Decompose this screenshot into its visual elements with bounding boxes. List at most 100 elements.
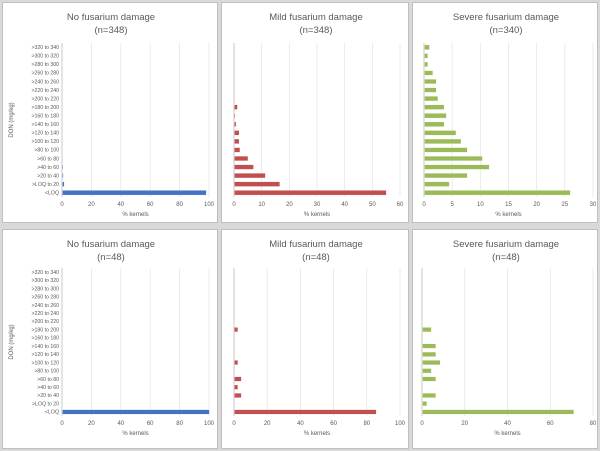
x-tick-label: 10 [477, 202, 484, 208]
bar-40-to-60 [424, 164, 490, 170]
y-axis-label: DON (mg/kg) [9, 324, 15, 359]
y-tick-label: >20 to 40 [37, 173, 59, 179]
chart-panel-bottom-middle-mild-damage: Mild fusarium damage (n=48) 0 20 40 60 80 100 % … [221, 229, 409, 449]
bar-120-to-140 [234, 130, 240, 136]
chart-svg: Mild fusarium damage (n=48) 0 20 40 60 80 100 % … [232, 239, 405, 437]
bar-140-to-160 [422, 343, 437, 349]
x-tick-label: 30 [314, 202, 321, 208]
bar-60-to-80 [424, 155, 483, 162]
x-tick-label: 40 [297, 421, 304, 427]
bar-loq [424, 190, 571, 196]
y-tick-label: >60 to 80 [37, 156, 59, 162]
y-tick-label: >280 to 300 [31, 62, 59, 68]
y-tick-label: >LOQ to 20 [32, 182, 59, 188]
y-tick-label: >240 to 260 [31, 303, 59, 309]
x-tick-label: 60 [147, 202, 154, 208]
bar-20-to-40 [62, 173, 64, 179]
y-tick-label: <LOQ [45, 410, 59, 416]
bar-180-to-200 [424, 104, 445, 110]
y-tick-label: >40 to 60 [37, 385, 59, 391]
chart-panel-top-left-no-damage: No fusarium damage (n=348) 0 20 40 60 80 100 >32… [2, 2, 218, 223]
y-tick-label: >200 to 220 [31, 319, 59, 325]
x-tick-label: 20 [88, 202, 95, 208]
y-tick-label: >20 to 40 [37, 393, 59, 399]
y-tick-label: >260 to 280 [31, 295, 59, 301]
x-axis-label: % kernels [494, 431, 520, 437]
chart-title: No fusarium damage [67, 12, 155, 23]
y-tick-label: >LOQ to 20 [32, 401, 59, 407]
x-tick-label: 20 [533, 202, 540, 208]
bar-60-to-80 [422, 376, 437, 382]
bar-160-to-180 [424, 113, 447, 119]
y-tick-label: >120 to 140 [31, 352, 59, 358]
y-tick-label: <LOQ [45, 191, 59, 197]
x-tick-label: 40 [117, 202, 124, 208]
y-tick-label: >180 to 200 [31, 105, 59, 111]
y-tick-label: >200 to 220 [31, 96, 59, 102]
y-axis-label: DON (mg/kg) [9, 102, 15, 137]
chart-title: Mild fusarium damage [269, 239, 362, 250]
bar-60-to-80 [234, 376, 242, 382]
chart-svg: No fusarium damage (n=48) 0 20 40 60 80 100 >320… [9, 239, 215, 437]
bar-140-to-160 [424, 121, 445, 127]
bar-20-to-40 [422, 393, 437, 398]
bar-280-to-300 [424, 61, 428, 67]
bar-160-to-180 [234, 113, 236, 119]
bar-40-to-60 [234, 164, 254, 170]
x-tick-label: 20 [286, 202, 293, 208]
y-tick-label: >300 to 320 [31, 54, 59, 60]
chart-title: No fusarium damage [67, 239, 155, 250]
x-tick-label: 0 [60, 202, 64, 208]
chart-subtitle: (n=48) [492, 252, 520, 263]
y-tick-label: >80 to 100 [34, 369, 59, 375]
bar-loq-to-20 [234, 181, 280, 187]
x-tick-label: 0 [422, 202, 426, 208]
chart-title: Severe fusarium damage [453, 239, 559, 250]
bar-180-to-200 [422, 327, 432, 333]
bar-180-to-200 [234, 104, 238, 110]
x-axis-label: % kernels [304, 212, 330, 218]
chart-subtitle: (n=348) [94, 25, 127, 36]
y-tick-label: >100 to 120 [31, 139, 59, 145]
bar-140-to-160 [234, 121, 237, 127]
y-tick-label: >220 to 240 [31, 88, 59, 94]
x-tick-label: 5 [450, 202, 454, 208]
x-tick-label: 40 [341, 202, 348, 208]
y-tick-label: >80 to 100 [34, 148, 59, 154]
chart-svg: Severe fusarium damage (n=340) 0 5 10 15 20 25 3… [422, 12, 597, 218]
bar-loq-to-20 [424, 181, 450, 187]
y-tick-label: >320 to 340 [31, 270, 59, 276]
chart-subtitle: (n=48) [97, 252, 125, 263]
x-tick-label: 20 [461, 421, 468, 427]
y-tick-label: >220 to 240 [31, 311, 59, 317]
x-tick-label: 100 [204, 202, 215, 208]
x-tick-label: 15 [505, 202, 512, 208]
x-axis-label: % kernels [122, 212, 148, 218]
y-tick-label: >280 to 300 [31, 286, 59, 292]
chart-svg: Severe fusarium damage (n=48) 0 20 40 60 80 % k… [420, 239, 597, 437]
chart-svg: No fusarium damage (n=348) 0 20 40 60 80 100 >32… [9, 12, 215, 218]
x-tick-label: 0 [232, 421, 236, 427]
y-tick-label: >140 to 160 [31, 344, 59, 350]
x-axis-label: % kernels [304, 431, 330, 437]
bar-loq [234, 409, 377, 415]
bar-loq [62, 190, 207, 196]
y-tick-label: >60 to 80 [37, 377, 59, 383]
x-tick-label: 30 [590, 202, 597, 208]
bar-80-to-100 [422, 368, 432, 374]
bar-100-to-120 [422, 360, 441, 365]
chart-panel-top-right-severe-damage: Severe fusarium damage (n=340) 0 5 10 15 20 25 3… [412, 2, 598, 223]
bar-100-to-120 [234, 138, 240, 144]
x-tick-label: 80 [176, 202, 183, 208]
x-tick-label: 80 [590, 421, 597, 427]
x-tick-label: 60 [330, 421, 337, 427]
bar-20-to-40 [234, 173, 266, 179]
y-tick-label: >100 to 120 [31, 360, 59, 366]
y-tick-label: >140 to 160 [31, 122, 59, 128]
bar-80-to-100 [424, 147, 468, 153]
x-tick-label: 0 [60, 421, 64, 427]
bar-40-to-60 [62, 164, 64, 170]
x-tick-label: 50 [369, 202, 376, 208]
x-tick-label: 0 [232, 202, 236, 208]
bar-60-to-80 [234, 155, 249, 162]
